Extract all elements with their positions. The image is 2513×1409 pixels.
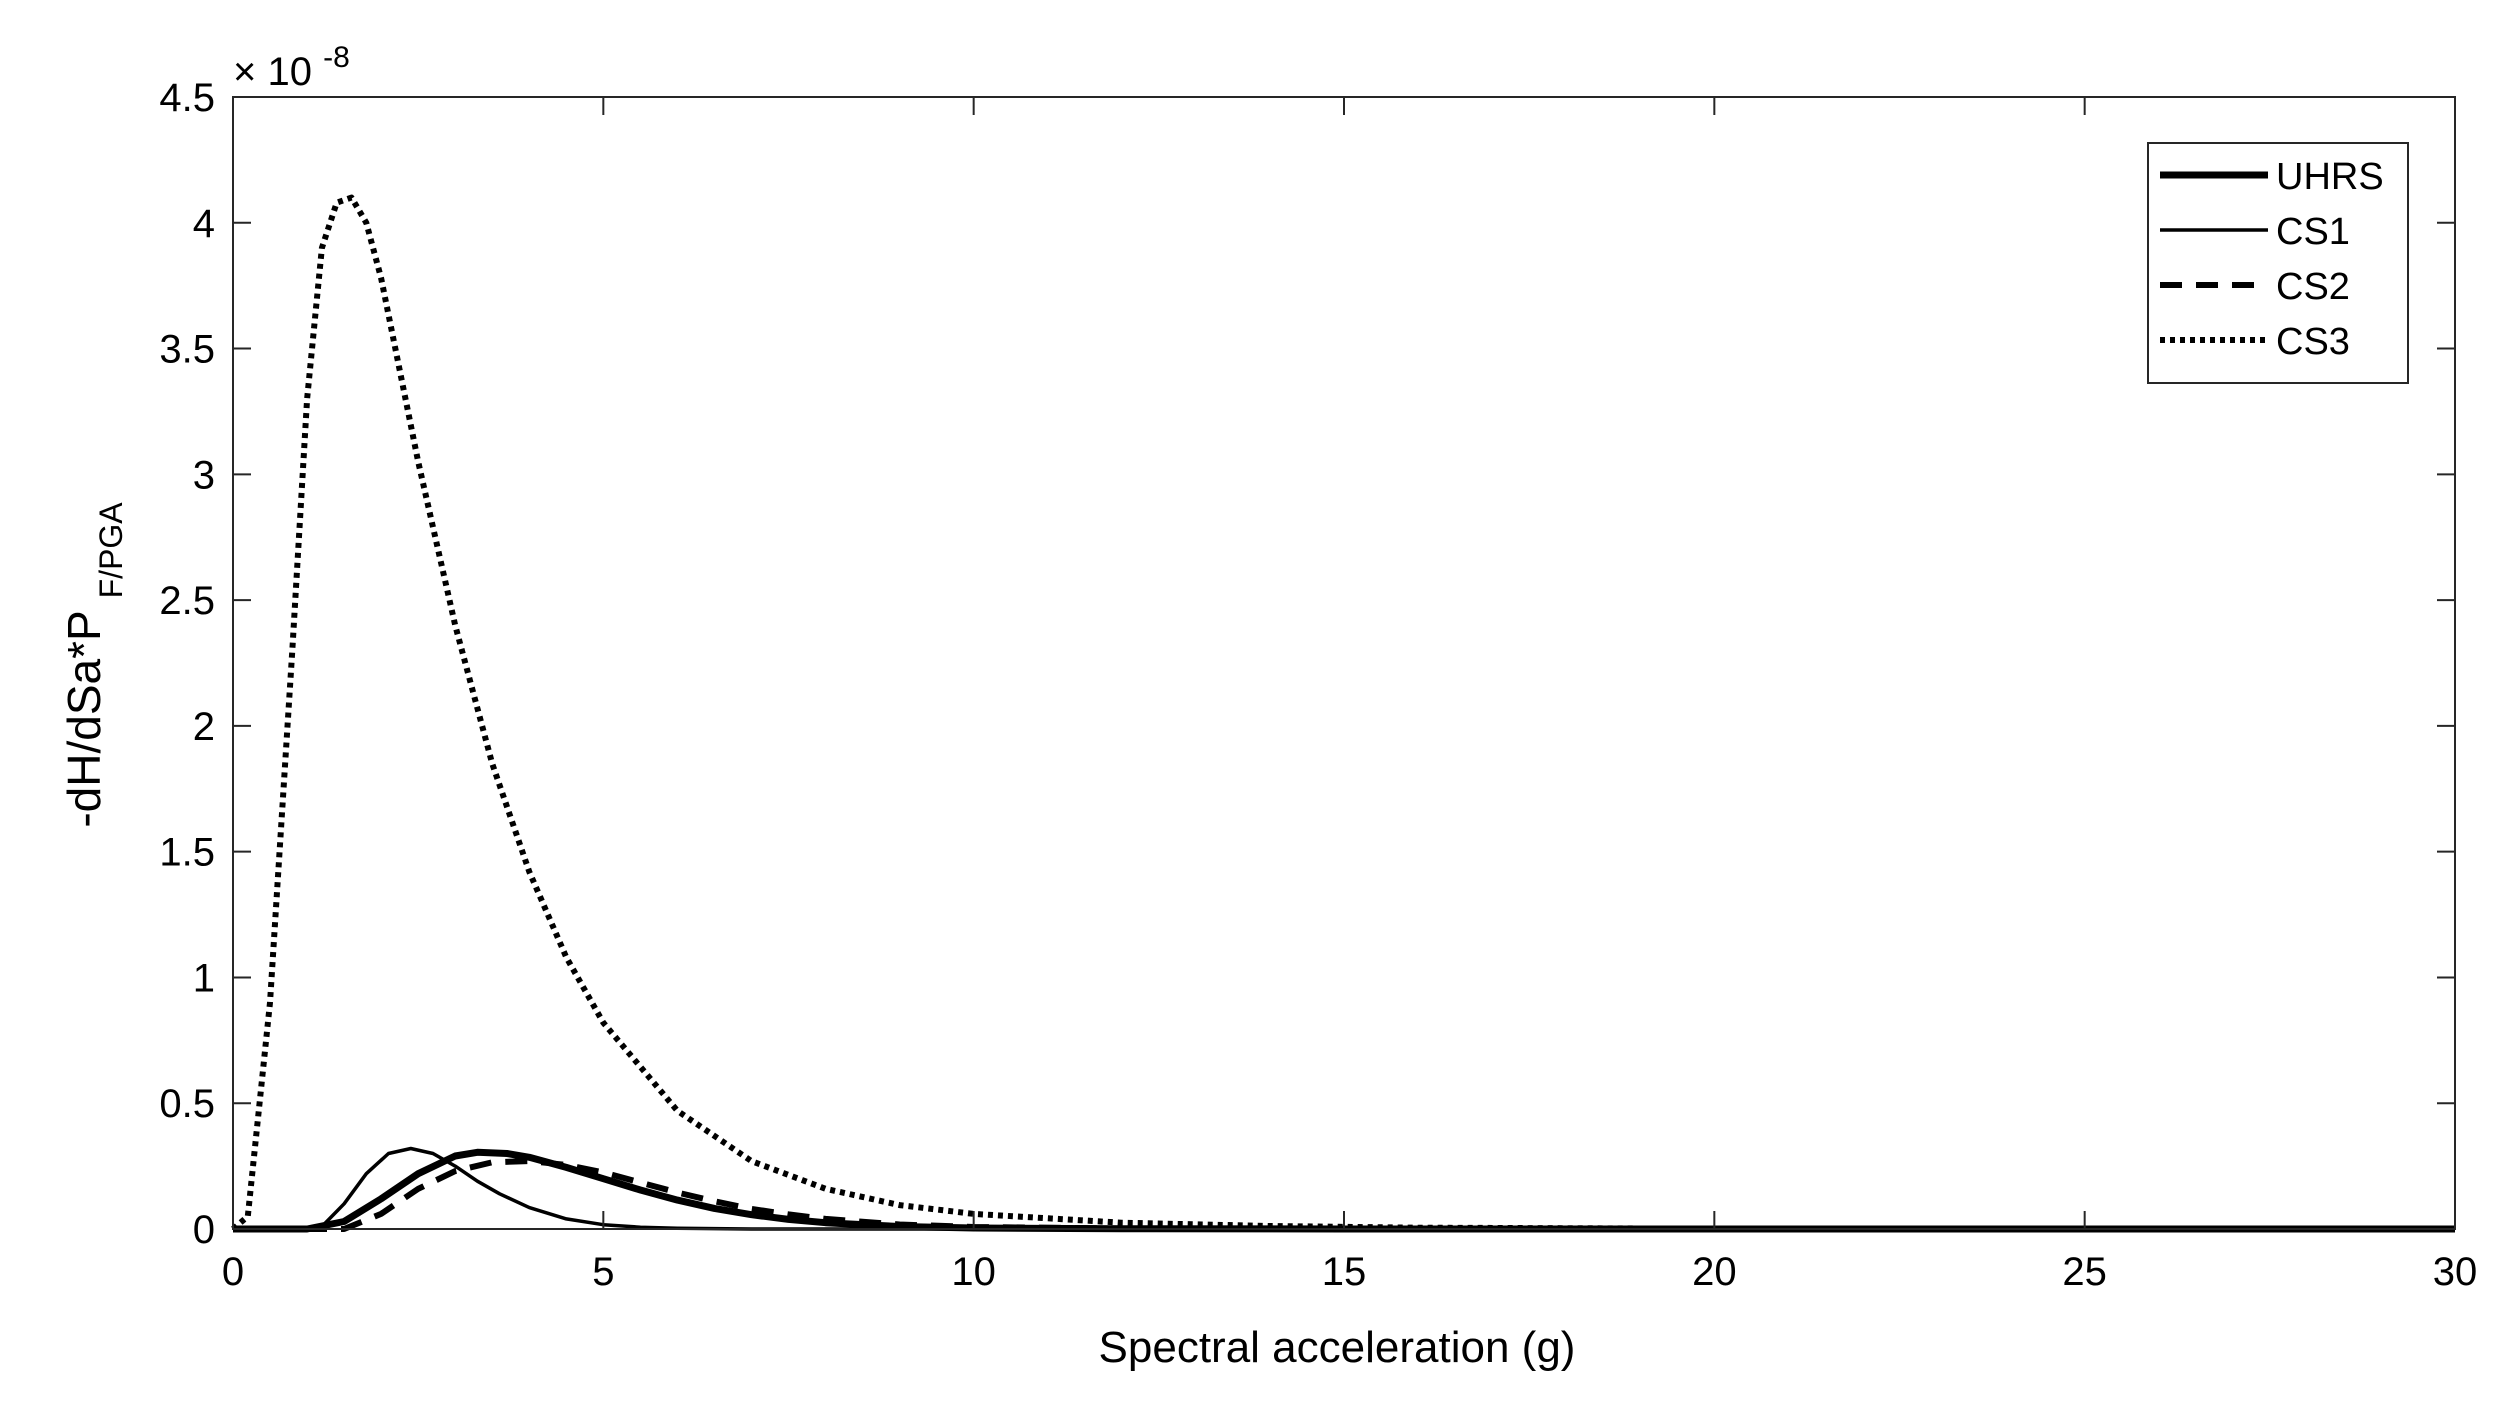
x-tick-label: 15 [1322,1250,1367,1294]
y-exponent-label: × 10 -8 [233,41,350,94]
axes: 0 5 10 15 20 25 30 0 0.5 1 1.5 2 2.5 3 3.5 4 4.5 [159,76,2477,1294]
x-tick-label: 0 [222,1250,244,1294]
y-exponent-base: × 10 [233,50,312,94]
legend-label-cs2: CS2 [2276,266,2350,308]
x-tick-label: 20 [1692,1250,1737,1294]
y-axis-label: -dH/dSa*P F/PGA [58,502,129,828]
legend-label-cs3: CS3 [2276,321,2350,363]
x-tick-label: 25 [2062,1250,2107,1294]
y-tick-label: 3 [193,453,215,497]
y-axis-label-main: -dH/dSa*P [58,611,110,828]
y-tick-label: 1.5 [159,831,215,875]
y-tick-label: 1 [193,956,215,1000]
legend-box [2147,142,2409,384]
x-tick-label: 5 [592,1250,614,1294]
y-tick-label: 3.5 [159,328,215,372]
y-tick-label: 2 [193,705,215,749]
x-tick-label: 10 [951,1250,996,1294]
y-exponent-power: -8 [323,41,350,74]
y-tick-label: 4 [193,202,215,246]
series-line-cs3 [231,194,2456,1232]
y-tick-label: 2.5 [159,579,215,623]
y-axis-label-subscript: F/PGA [93,502,129,599]
y-tick-label: 0 [193,1208,215,1252]
legend-label-cs1: CS1 [2276,211,2350,253]
y-tick-label: 4.5 [159,76,215,120]
x-tick-label: 30 [2433,1250,2478,1294]
y-tick-label: 0.5 [159,1082,215,1126]
x-axis-label: Spectral acceleration (g) [1099,1323,1576,1372]
legend: UHRS CS1 CS2 CS3 [2147,142,2409,384]
series-line-cs2 [233,1158,2455,1232]
legend-label-uhrs: UHRS [2276,156,2384,198]
